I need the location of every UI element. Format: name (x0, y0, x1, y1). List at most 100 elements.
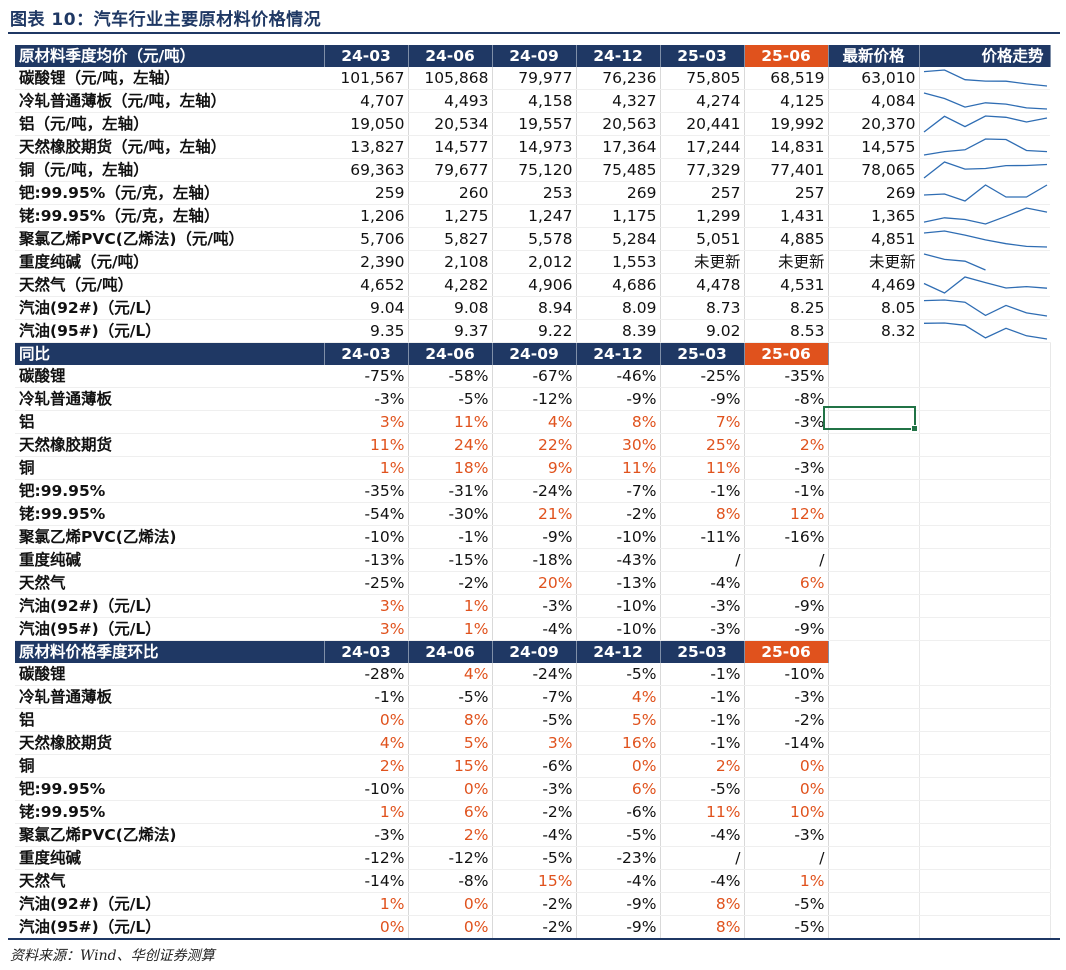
empty-cell[interactable] (828, 571, 920, 595)
empty-cell[interactable] (828, 433, 920, 457)
empty-cell[interactable] (919, 708, 1051, 732)
empty-cell[interactable] (828, 800, 920, 824)
empty-cell[interactable] (919, 823, 1051, 847)
value-cell: 17,244 (660, 135, 745, 159)
empty-cell[interactable] (919, 800, 1051, 824)
empty-cell[interactable] (919, 571, 1051, 595)
empty-cell[interactable] (919, 433, 1051, 457)
value-cell: 1,365 (828, 204, 920, 228)
empty-cell[interactable] (919, 548, 1051, 572)
table-row: 天然橡胶期货（元/吨，左轴） 13,827 14,577 14,973 17,364 17… (15, 135, 1050, 159)
empty-cell[interactable] (828, 892, 920, 916)
empty-cell[interactable] (919, 685, 1051, 709)
empty-cell[interactable] (828, 479, 920, 503)
value-cell: 259 (324, 181, 409, 205)
empty-cell[interactable] (828, 823, 920, 847)
value-cell: -18% (492, 548, 577, 572)
empty-cell[interactable] (919, 640, 1051, 663)
empty-cell[interactable] (919, 777, 1051, 801)
empty-cell[interactable] (828, 731, 920, 755)
empty-cell[interactable] (919, 387, 1051, 411)
value-cell: -5% (576, 663, 661, 686)
sparkline (923, 115, 1047, 133)
value-cell: 9.04 (324, 296, 409, 320)
empty-cell[interactable] (919, 594, 1051, 618)
value-cell: -1% (744, 479, 829, 503)
empty-cell[interactable] (919, 502, 1051, 526)
table-row: 汽油(92#)（元/L） 1% 0% -2% -9% 8% -5% (15, 892, 1051, 916)
empty-cell[interactable] (919, 892, 1051, 916)
table-row: 铝（元/吨，左轴） 19,050 20,534 19,557 20,563 20,441 1… (15, 112, 1050, 136)
empty-cell[interactable] (919, 846, 1051, 870)
value-cell: 77,401 (744, 158, 829, 182)
empty-cell[interactable] (828, 456, 920, 480)
value-cell: 1% (408, 594, 493, 618)
value-cell: -4% (492, 617, 577, 641)
empty-cell[interactable] (828, 869, 920, 893)
empty-cell[interactable] (828, 754, 920, 778)
value-cell: -10% (324, 525, 409, 549)
empty-cell[interactable] (828, 502, 920, 526)
empty-cell[interactable] (919, 365, 1051, 388)
section2-header-label: 同比 (15, 342, 325, 365)
empty-cell[interactable] (828, 685, 920, 709)
section1-header-col: 24-06 (408, 45, 493, 67)
value-cell: -1% (660, 479, 745, 503)
empty-cell[interactable] (919, 754, 1051, 778)
value-cell: -3% (660, 594, 745, 618)
value-cell: 9.22 (492, 319, 577, 343)
value-cell: 75,805 (660, 67, 745, 90)
empty-cell[interactable] (828, 915, 920, 939)
value-cell: -5% (408, 387, 493, 411)
empty-cell[interactable] (828, 663, 920, 686)
sparkline (923, 92, 1047, 110)
value-cell: 12% (744, 502, 829, 526)
selected-cell[interactable] (823, 406, 918, 432)
value-cell: 0% (408, 777, 493, 801)
value-cell: 22% (492, 433, 577, 457)
empty-cell[interactable] (919, 663, 1051, 686)
empty-cell[interactable] (828, 365, 920, 388)
value-cell: -16% (744, 525, 829, 549)
value-cell: -9% (576, 892, 661, 916)
empty-cell[interactable] (828, 617, 920, 641)
empty-cell[interactable] (828, 387, 920, 411)
empty-cell[interactable] (828, 548, 920, 572)
value-cell: -23% (576, 846, 661, 870)
value-cell: -14% (744, 731, 829, 755)
empty-cell[interactable] (828, 525, 920, 549)
value-cell: -1% (660, 685, 745, 709)
value-cell: 8% (408, 708, 493, 732)
empty-cell[interactable] (828, 846, 920, 870)
section2-header-col: 24-09 (492, 342, 577, 365)
value-cell: -15% (408, 548, 493, 572)
empty-cell[interactable] (919, 479, 1051, 503)
empty-cell[interactable] (919, 915, 1051, 939)
value-cell: 253 (492, 181, 577, 205)
empty-cell[interactable] (828, 640, 920, 663)
value-cell: -12% (492, 387, 577, 411)
sparkline (923, 299, 1047, 317)
value-cell: 76,236 (576, 67, 661, 90)
empty-cell[interactable] (919, 617, 1051, 641)
value-cell: 8% (660, 915, 745, 939)
value-cell: 8.39 (576, 319, 661, 343)
empty-cell[interactable] (919, 869, 1051, 893)
section2-header-col: 24-06 (408, 342, 493, 365)
empty-cell[interactable] (919, 456, 1051, 480)
empty-cell[interactable] (828, 708, 920, 732)
empty-cell[interactable] (919, 410, 1051, 434)
empty-cell[interactable] (919, 525, 1051, 549)
empty-cell[interactable] (828, 777, 920, 801)
value-cell: / (660, 548, 745, 572)
sparkline (923, 253, 986, 271)
value-cell: 14,831 (744, 135, 829, 159)
empty-cell[interactable] (919, 342, 1051, 365)
value-cell: 5% (576, 708, 661, 732)
section1-header-col: 24-12 (576, 45, 661, 67)
empty-cell[interactable] (919, 731, 1051, 755)
empty-cell[interactable] (828, 342, 920, 365)
empty-cell[interactable] (828, 594, 920, 618)
value-cell: / (744, 548, 829, 572)
section3-header-col: 24-06 (408, 640, 493, 663)
